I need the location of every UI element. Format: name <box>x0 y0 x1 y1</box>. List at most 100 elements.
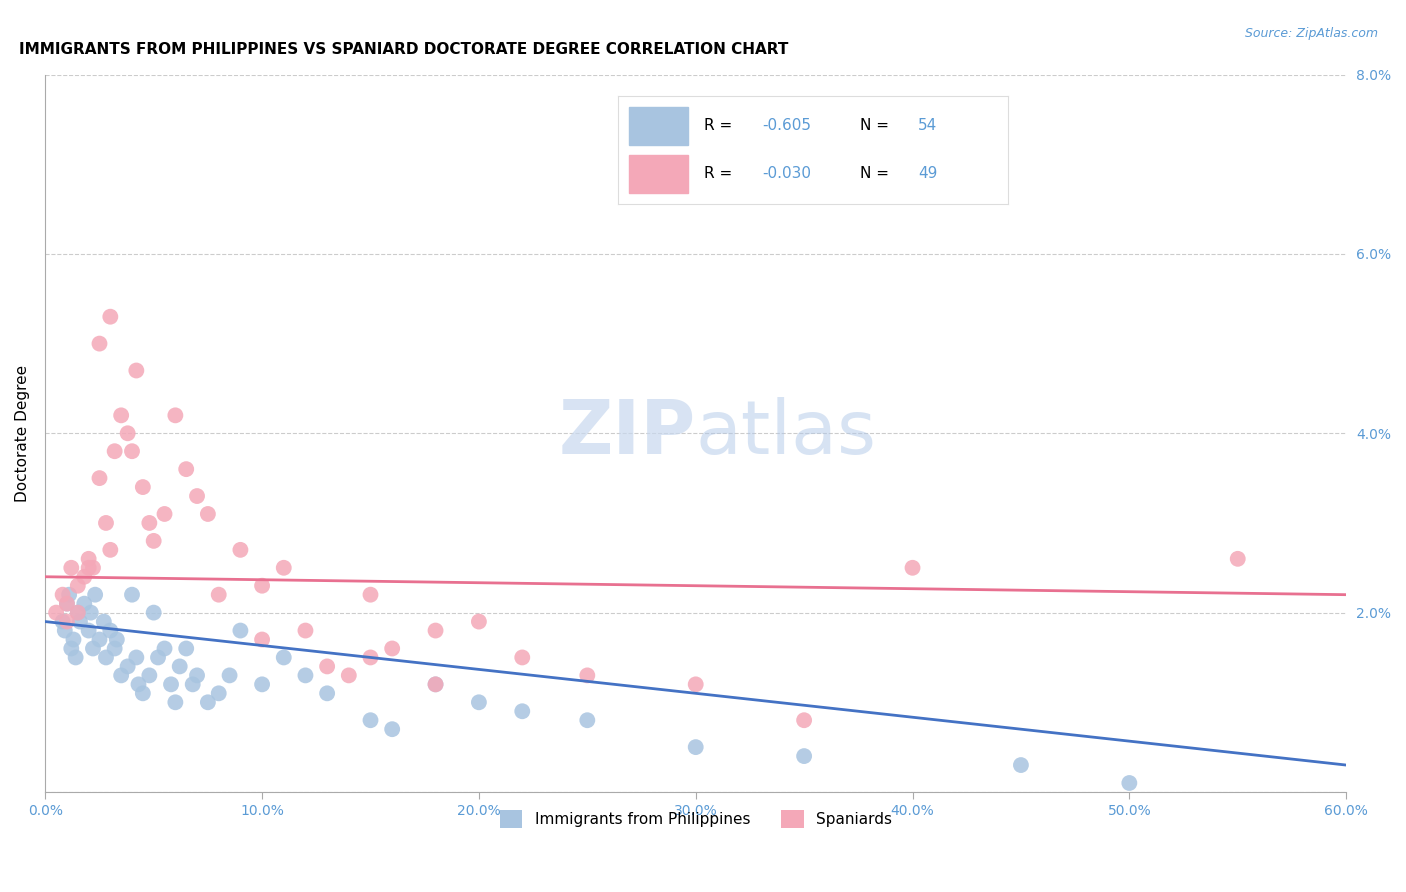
Point <box>138 516 160 530</box>
Point <box>53 624 76 638</box>
Point <box>165 409 187 423</box>
Point <box>73 570 96 584</box>
Point <box>174 641 197 656</box>
Point <box>93 615 115 629</box>
Point <box>89 336 111 351</box>
Point <box>94 650 117 665</box>
Point <box>89 471 111 485</box>
Point <box>66 579 89 593</box>
Point <box>110 668 132 682</box>
Point <box>153 641 176 656</box>
Point <box>229 624 252 638</box>
Text: atlas: atlas <box>696 397 877 470</box>
Point <box>169 659 191 673</box>
Point <box>128 677 150 691</box>
Point <box>153 507 176 521</box>
Point <box>510 650 533 665</box>
Point <box>218 668 240 682</box>
Point <box>56 597 79 611</box>
Y-axis label: Doctorate Degree: Doctorate Degree <box>15 365 30 502</box>
Point <box>66 606 89 620</box>
Point <box>360 588 382 602</box>
Point <box>186 668 208 682</box>
Point <box>381 641 404 656</box>
Point <box>208 588 231 602</box>
Point <box>793 749 815 764</box>
Point <box>381 722 404 736</box>
Point <box>89 632 111 647</box>
Point <box>576 668 599 682</box>
Point <box>901 561 924 575</box>
Point <box>73 597 96 611</box>
Point <box>110 409 132 423</box>
Point <box>80 606 103 620</box>
Point <box>52 588 75 602</box>
Point <box>165 695 187 709</box>
Point <box>360 713 382 727</box>
Point <box>316 659 339 673</box>
Point <box>294 624 316 638</box>
Point <box>250 579 273 593</box>
Point <box>250 632 273 647</box>
Point <box>793 713 815 727</box>
Point <box>98 310 121 324</box>
Point <box>84 588 107 602</box>
Point <box>105 632 128 647</box>
Point <box>77 561 100 575</box>
Point <box>1010 758 1032 772</box>
Point <box>62 632 84 647</box>
Point <box>146 650 169 665</box>
Point <box>66 606 89 620</box>
Point <box>121 444 143 458</box>
Text: Source: ZipAtlas.com: Source: ZipAtlas.com <box>1244 27 1378 40</box>
Point <box>174 462 197 476</box>
Point <box>142 533 165 548</box>
Point <box>77 624 100 638</box>
Point <box>294 668 316 682</box>
Point <box>117 659 139 673</box>
Point <box>425 624 447 638</box>
Point <box>56 597 79 611</box>
Point <box>229 542 252 557</box>
Point <box>98 542 121 557</box>
Point <box>65 650 87 665</box>
Point <box>685 740 707 755</box>
Point <box>117 426 139 441</box>
Point <box>360 650 382 665</box>
Point <box>125 363 148 377</box>
Point <box>56 615 79 629</box>
Point <box>104 444 127 458</box>
Point <box>82 561 104 575</box>
Point <box>273 650 295 665</box>
Point <box>160 677 183 691</box>
Point <box>316 686 339 700</box>
Point <box>337 668 360 682</box>
Point <box>52 615 75 629</box>
Point <box>82 641 104 656</box>
Point <box>60 641 83 656</box>
Point <box>58 588 80 602</box>
Point <box>69 615 91 629</box>
Point <box>250 677 273 691</box>
Point <box>685 677 707 691</box>
Point <box>273 561 295 575</box>
Point <box>98 624 121 638</box>
Point <box>208 686 231 700</box>
Point <box>186 489 208 503</box>
Text: IMMIGRANTS FROM PHILIPPINES VS SPANIARD DOCTORATE DEGREE CORRELATION CHART: IMMIGRANTS FROM PHILIPPINES VS SPANIARD … <box>20 42 789 57</box>
Point <box>132 480 155 494</box>
Point <box>138 668 160 682</box>
Legend: Immigrants from Philippines, Spaniards: Immigrants from Philippines, Spaniards <box>494 804 898 835</box>
Point <box>121 588 143 602</box>
Point <box>197 695 219 709</box>
Point <box>468 695 491 709</box>
Point <box>77 551 100 566</box>
Point <box>510 704 533 718</box>
Point <box>468 615 491 629</box>
Point <box>1226 551 1249 566</box>
Text: ZIP: ZIP <box>558 397 696 470</box>
Point <box>197 507 219 521</box>
Point <box>576 713 599 727</box>
Point <box>425 677 447 691</box>
Point <box>94 516 117 530</box>
